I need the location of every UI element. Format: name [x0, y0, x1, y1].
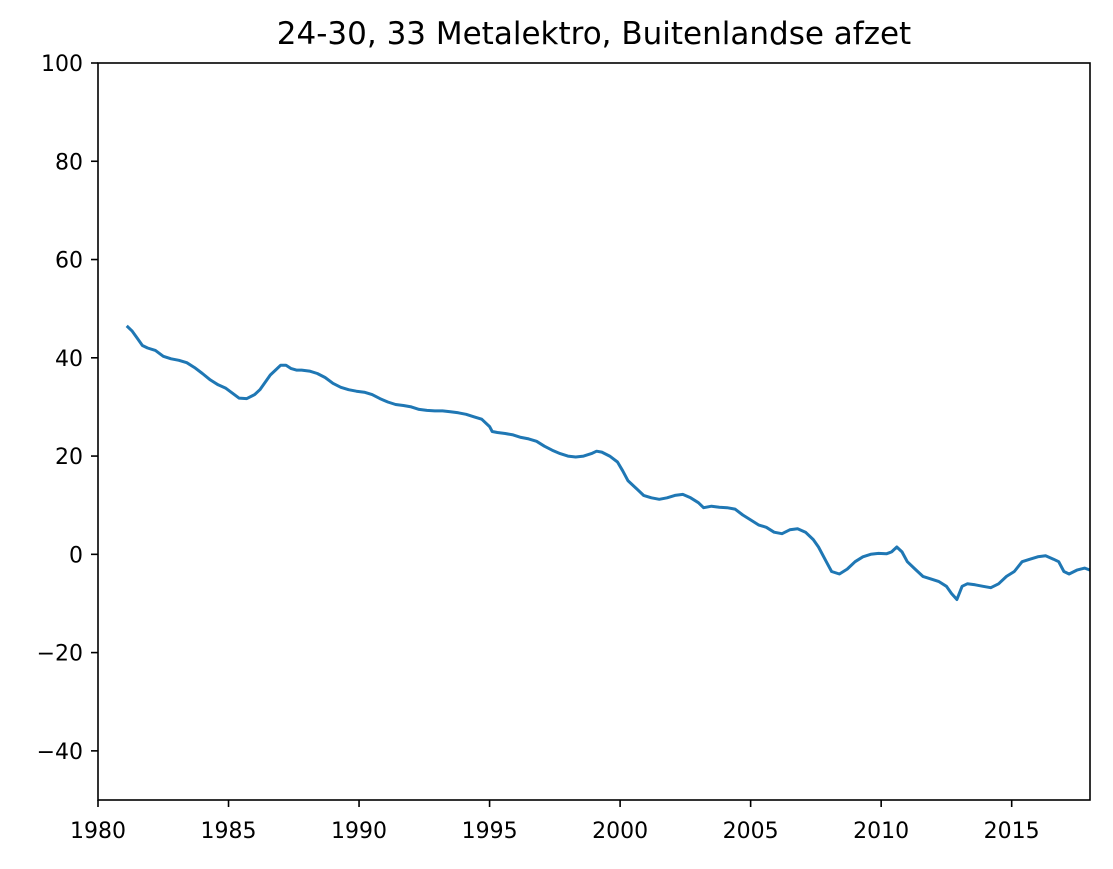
x-tick-label: 2010: [853, 819, 909, 844]
y-tick-label: 40: [55, 347, 83, 372]
y-tick-label: −20: [37, 642, 83, 667]
y-tick-label: 60: [55, 249, 83, 274]
x-tick-label: 1990: [331, 819, 387, 844]
y-tick-label: 20: [55, 445, 83, 470]
y-tick-label: 100: [41, 52, 83, 77]
plot-area: 1980 1985 1990 1995 2000 2005 2010 2015 −40 −20 0 2…: [37, 52, 1091, 844]
y-tick-label: −40: [37, 740, 83, 765]
chart-title: 24-30, 33 Metalektro, Buitenlandse afzet: [277, 16, 911, 52]
x-tick-label: 2005: [723, 819, 779, 844]
x-tick-label: 2000: [592, 819, 648, 844]
x-tick-label: 1985: [201, 819, 257, 844]
y-tick-label: 0: [69, 543, 83, 568]
x-tick-label: 1995: [462, 819, 518, 844]
x-tick-label: 2015: [984, 819, 1040, 844]
x-tick-label: 1980: [70, 819, 126, 844]
y-tick-label: 80: [55, 150, 83, 175]
series-line-0: [125, 324, 1091, 601]
axes-frame: [97, 62, 1091, 801]
